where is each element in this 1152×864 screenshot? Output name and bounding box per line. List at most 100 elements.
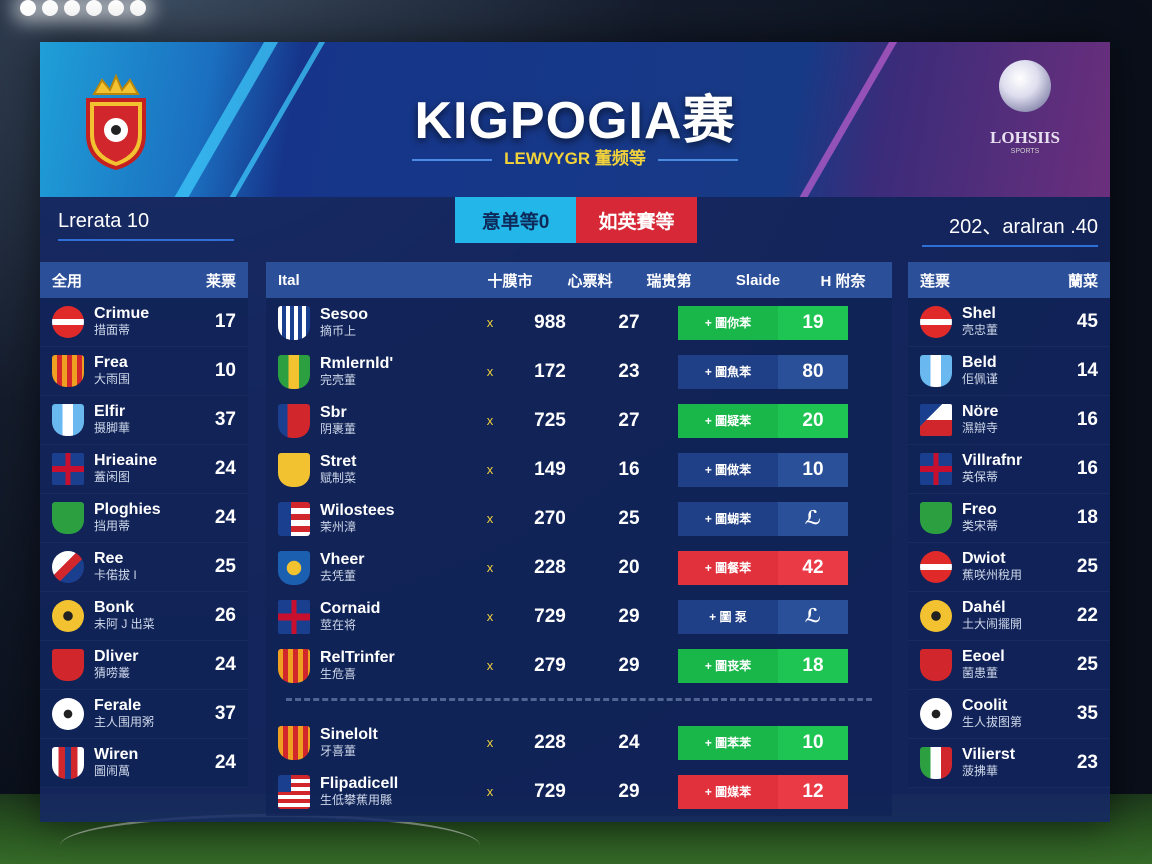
table-row[interactable]: Nöre 濕辯寺 16 xyxy=(908,396,1110,445)
stat-value-1: 279 xyxy=(534,654,566,676)
team-name: Flipadicell xyxy=(320,774,399,792)
tab-first[interactable]: 意单等0 xyxy=(455,197,576,243)
table-row[interactable]: Bonk 未阿 J 出菜 26 xyxy=(40,592,248,641)
union-jack-icon xyxy=(52,453,84,485)
right-standings: 莲票 蘭菜 Shel 壳忠董 45 Beld 佢佩谨 14 Nöre 濕辯寺 1… xyxy=(908,262,1110,788)
table-row[interactable]: Vilierst 菠拂華 23 xyxy=(908,739,1110,788)
team-name: Beld xyxy=(962,354,997,371)
stat-value-2: 29 xyxy=(618,654,640,676)
stat-value-1: 729 xyxy=(534,605,566,627)
team-points: 10 xyxy=(214,360,236,381)
table-row[interactable]: Sinelolt 牙喜董 x 228 24 + 圖苯苯 10 xyxy=(266,718,892,767)
table-row[interactable]: Dliver 猜唠叢 24 xyxy=(40,641,248,690)
right-col-1: 莲票 xyxy=(920,272,951,290)
status-bar: + 圖媒苯 12 xyxy=(678,774,848,809)
status-bar-value: 10 xyxy=(778,452,848,487)
team-name: Ferale xyxy=(94,697,142,714)
row-mark: x xyxy=(486,364,494,379)
row-mark: x xyxy=(486,784,494,799)
stat-value-1: 729 xyxy=(534,780,566,802)
team-subname: 菠拂華 xyxy=(962,764,999,778)
stat-value-1: 172 xyxy=(534,360,566,382)
table-row[interactable]: RelTrinfer 生危喜 x 279 29 + 圖丧苯 18 xyxy=(266,641,892,690)
tab-second[interactable]: 如英賽等 xyxy=(576,197,697,243)
team-subname: 牙喜董 xyxy=(320,743,357,758)
red-white-flag-icon xyxy=(920,306,952,338)
team-names: Wilostees 茉州漳 xyxy=(320,501,470,535)
us-flag-icon xyxy=(278,774,310,809)
team-names: Stret 赋制菜 xyxy=(320,453,470,486)
blue-shield-icon xyxy=(920,355,952,387)
status-bar: + 圖餐苯 42 xyxy=(678,550,848,585)
team-name: Eeoel xyxy=(962,648,1005,665)
team-subname: 濕辯寺 xyxy=(962,421,999,435)
team-name: Wilostees xyxy=(320,501,395,519)
team-subname: 佢佩谨 xyxy=(962,372,999,386)
team-points: 22 xyxy=(1076,605,1098,626)
team-subname: 菌患董 xyxy=(962,666,999,680)
team-subname: 生人拔图第 xyxy=(962,715,1023,729)
table-row[interactable]: Vheer 去凭董 x 228 20 + 圖餐苯 42 xyxy=(266,543,892,592)
table-row[interactable]: Stret 赋制菜 x 149 16 + 圖做苯 10 xyxy=(266,445,892,494)
row-mark: x xyxy=(486,462,494,477)
stat-value-2: 23 xyxy=(618,360,640,382)
status-bar-value: 12 xyxy=(778,774,848,809)
team-names: Vilierst 菠拂華 xyxy=(962,747,1068,779)
table-row[interactable]: Crimue 措面蒂 17 xyxy=(40,298,248,347)
red-blue-shield-icon xyxy=(278,403,310,438)
union-jack-icon xyxy=(278,599,310,634)
table-row[interactable]: Dwiot 蕉咲州稅用 25 xyxy=(908,543,1110,592)
status-bar-label: + 圖你苯 xyxy=(704,316,752,330)
table-row[interactable]: Sesoo 摘币上 x 988 27 + 圖你苯 19 xyxy=(266,298,892,347)
table-row[interactable]: Shel 壳忠董 45 xyxy=(908,298,1110,347)
table-row[interactable]: Freo 类宋蒂 18 xyxy=(908,494,1110,543)
table-row[interactable]: Coolit 生人拔图第 35 xyxy=(908,690,1110,739)
status-bar: + 圖蝴苯 ℒ xyxy=(678,501,848,536)
status-bar-label: + 圖苯苯 xyxy=(704,736,752,750)
table-row[interactable]: Eeoel 菌患董 25 xyxy=(908,641,1110,690)
table-row[interactable]: Rmlernld' 完壳董 x 172 23 + 圖魚苯 80 xyxy=(266,347,892,396)
left-table-header: 全用 莱票 xyxy=(40,262,248,298)
team-names: RelTrinfer 生危喜 xyxy=(320,649,470,682)
team-name: Ree xyxy=(94,550,124,567)
table-row[interactable]: Frea 大雨围 10 xyxy=(40,347,248,396)
table-row[interactable]: Cornaid 莖在将 x 729 29 + 圖 泵 ℒ xyxy=(266,592,892,641)
status-bar-label: + 圖丧苯 xyxy=(704,659,752,673)
table-row[interactable]: Flipadicell 生低攀蕉用縣 x 729 29 + 圖媒苯 12 xyxy=(266,767,892,816)
team-name: Sinelolt xyxy=(320,725,378,743)
table-row[interactable]: Dahél 土大闹擺開 22 xyxy=(908,592,1110,641)
stat-value-2: 29 xyxy=(618,605,640,627)
team-subname: 措面蒂 xyxy=(94,323,131,337)
team-subname: 卡偌拔 I xyxy=(94,568,137,582)
table-row[interactable]: Wiren 圖闹萬 24 xyxy=(40,739,248,788)
main-title: KIGPOGIA赛 xyxy=(414,92,736,150)
team-names: Freo 类宋蒂 xyxy=(962,502,1068,534)
team-subname: 摘币上 xyxy=(320,323,357,338)
right-col-2: 蘭菜 xyxy=(1067,272,1098,290)
team-subname: 类宋蒂 xyxy=(962,519,999,533)
orange-shield-icon xyxy=(278,725,310,760)
table-row[interactable]: Ploghies 挡用蒂 24 xyxy=(40,494,248,543)
team-points: 37 xyxy=(214,703,236,724)
table-row[interactable]: Ferale 主人围用粥 37 xyxy=(40,690,248,739)
status-bar: + 圖疑苯 20 xyxy=(678,403,848,438)
table-row[interactable]: Elfir 摄脚華 37 xyxy=(40,396,248,445)
stat-value-1: 725 xyxy=(534,409,566,431)
team-names: Crimue 措面蒂 xyxy=(94,306,206,338)
table-row[interactable]: Wilostees 茉州漳 x 270 25 + 圖蝴苯 ℒ xyxy=(266,494,892,543)
table-row[interactable]: Villrafnr 英保蒂 16 xyxy=(908,445,1110,494)
blue-red-ball-icon xyxy=(52,551,84,583)
team-names: Ferale 主人围用粥 xyxy=(94,698,206,730)
table-row[interactable]: Ree 卡偌拔 I 25 xyxy=(40,543,248,592)
status-bar: + 圖你苯 19 xyxy=(678,305,848,340)
team-names: Sesoo 摘币上 xyxy=(320,306,470,339)
team-points: 35 xyxy=(1076,703,1098,724)
status-bar-value: 42 xyxy=(778,550,848,585)
right-table-header: 莲票 蘭菜 xyxy=(908,262,1110,298)
team-names: Coolit 生人拔图第 xyxy=(962,698,1068,730)
status-bar-label: + 圖做苯 xyxy=(704,463,752,477)
table-row[interactable]: Hrieaine 蓋闲图 24 xyxy=(40,445,248,494)
section-divider xyxy=(286,698,872,718)
table-row[interactable]: Sbr 阴裹董 x 725 27 + 圖疑苯 20 xyxy=(266,396,892,445)
table-row[interactable]: Beld 佢佩谨 14 xyxy=(908,347,1110,396)
